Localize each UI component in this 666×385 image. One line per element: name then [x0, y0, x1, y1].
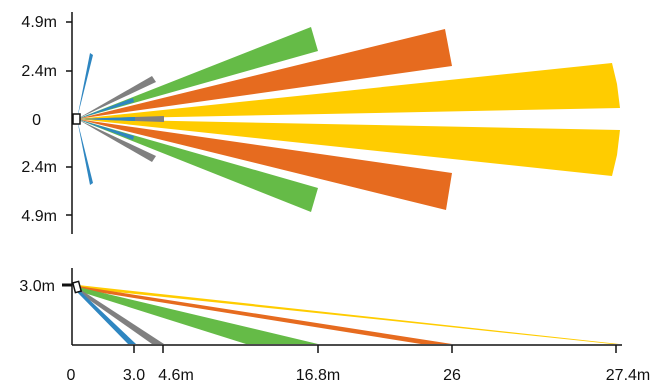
top-zone-green-upper: [77, 27, 318, 119]
top-sensor: [72, 113, 81, 125]
top-view: 4.9m 2.4m 0 2.4m 4.9m: [21, 12, 620, 234]
top-y-label-zero: 0: [32, 112, 41, 129]
side-zone-blue: [78, 289, 136, 344]
top-zone-orange-upper: [77, 29, 452, 119]
side-zone-green: [78, 287, 318, 344]
x-label-46m: 4.6m: [158, 367, 194, 384]
side-height-label: 3.0m: [19, 278, 55, 295]
side-zone-yellow: [78, 285, 619, 344]
top-y-label-49m-upper: 4.9m: [21, 14, 57, 31]
top-y-axis: [66, 12, 73, 234]
x-label-168m: 16.8m: [296, 367, 340, 384]
top-zone-blue-lower: [77, 119, 134, 140]
top-zone-blue-upper: [77, 98, 134, 119]
top-zone-gray-upper: [77, 76, 156, 119]
x-label-26m: 26: [443, 367, 461, 384]
side-sensor: [71, 280, 83, 294]
top-y-label-24m-lower: 2.4m: [21, 159, 57, 176]
top-zone-blue-upper-long: [77, 53, 93, 119]
top-zone-yellow-lower: [77, 119, 620, 176]
top-zone-blue-lower-long: [77, 119, 93, 185]
top-zone-blue-center: [77, 117, 135, 121]
top-y-label-24m-upper: 2.4m: [21, 63, 57, 80]
top-zone-gray-lower: [77, 119, 156, 162]
top-zone-yellow-upper: [77, 63, 620, 119]
side-zone-gray: [78, 288, 164, 344]
x-label-274m: 27.4m: [606, 367, 650, 384]
top-zone-green-lower: [77, 119, 318, 212]
side-axes: [62, 268, 622, 353]
x-label-3m: 3.0: [123, 367, 145, 384]
side-zone-orange: [78, 286, 452, 344]
top-zone-orange-lower: [77, 119, 452, 210]
side-view: 3.0m 0 3.0 4.6m 16.8m 26 27.4m: [19, 268, 650, 384]
x-label-0: 0: [67, 367, 76, 384]
top-y-label-49m-lower: 4.9m: [21, 208, 57, 225]
